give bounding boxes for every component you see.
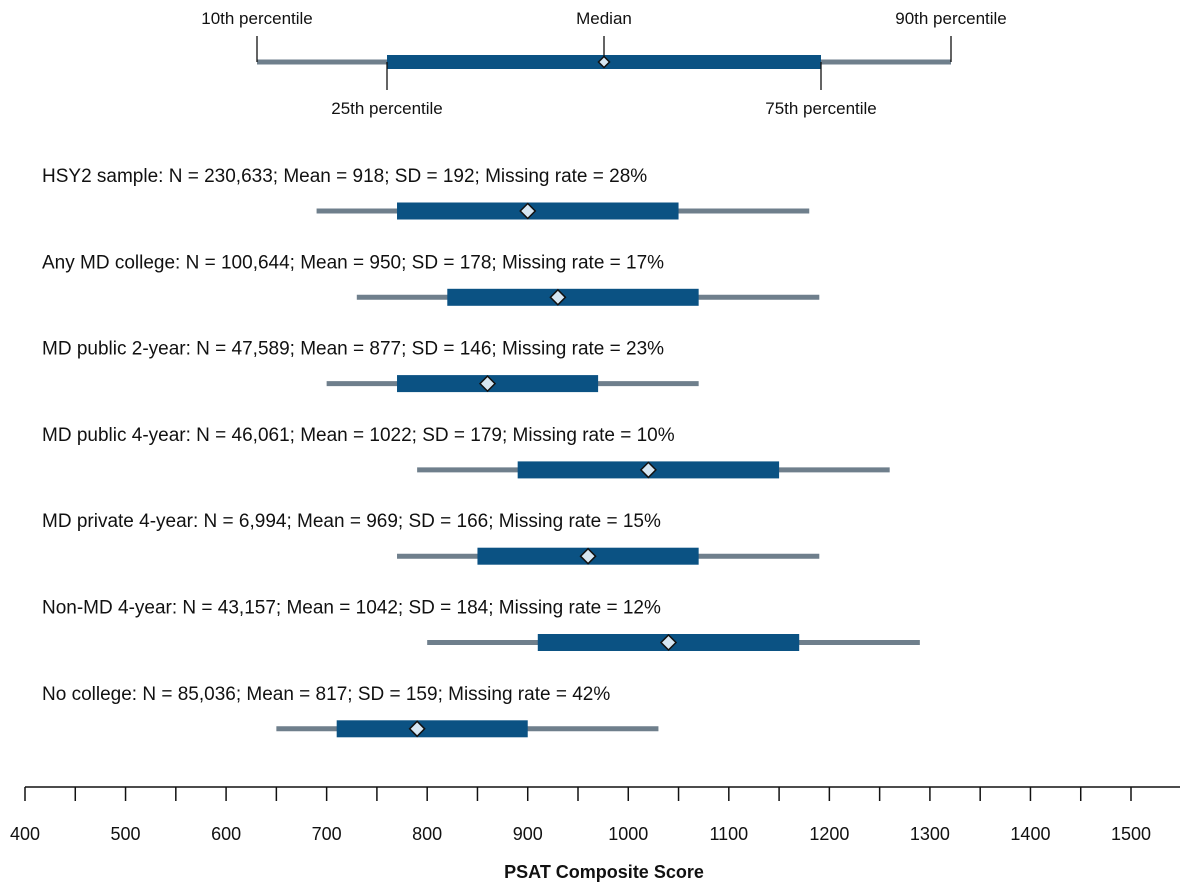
legend-p75-label: 75th percentile [765,99,877,118]
percentile-legend: 10th percentile Median 90th percentile 2… [201,9,1007,118]
tick-label: 1500 [1111,824,1151,844]
series-row: MD private 4-year: N = 6,994; Mean = 969… [42,511,820,565]
tick-label: 600 [211,824,241,844]
tick-label: 1300 [910,824,950,844]
legend-median-label: Median [576,9,632,28]
series-row: MD public 4-year: N = 46,061; Mean = 102… [42,425,890,479]
series-label: MD public 2-year: N = 47,589; Mean = 877… [42,339,664,360]
legend-median-marker [597,55,611,69]
median-marker [549,288,567,306]
iqr-box [397,202,679,220]
series-label: Non-MD 4-year: N = 43,157; Mean = 1042; … [42,598,661,619]
tick-label: 1000 [608,824,648,844]
iqr-box [447,288,699,306]
series-row: No college: N = 85,036; Mean = 817; SD =… [42,684,659,738]
series-row: MD public 2-year: N = 47,589; Mean = 877… [42,339,699,393]
median-marker [639,461,657,479]
series-group: HSY2 sample: N = 230,633; Mean = 918; SD… [42,166,920,738]
tick-label: 900 [513,824,543,844]
tick-label: 400 [10,824,40,844]
x-axis: 400 500 600 700 800 900 1000 1100 1200 1300 1400 15… [10,786,1180,844]
series-label: HSY2 sample: N = 230,633; Mean = 918; SD… [42,166,647,187]
tick-label: 1400 [1010,824,1050,844]
tick-label: 500 [111,824,141,844]
legend-p10-label: 10th percentile [201,9,313,28]
tick-label: 800 [412,824,442,844]
series-label: No college: N = 85,036; Mean = 817; SD =… [42,684,610,705]
median-marker [519,202,537,220]
tick-label: 700 [312,824,342,844]
median-marker [579,547,597,565]
x-axis-title: PSAT Composite Score [504,862,704,882]
series-row: Any MD college: N = 100,644; Mean = 950;… [42,252,820,306]
iqr-box [336,720,528,738]
legend-p25-label: 25th percentile [331,99,443,118]
median-marker [478,375,497,393]
series-row: Non-MD 4-year: N = 43,157; Mean = 1042; … [42,598,920,652]
series-label: MD public 4-year: N = 46,061; Mean = 102… [42,425,675,446]
series-row: HSY2 sample: N = 230,633; Mean = 918; SD… [42,166,810,220]
tick-label: 1200 [809,824,849,844]
iqr-box [397,375,599,393]
tick-label: 1100 [709,824,748,844]
series-label: Any MD college: N = 100,644; Mean = 950;… [42,252,664,273]
legend-p90-label: 90th percentile [895,9,1007,28]
series-label: MD private 4-year: N = 6,994; Mean = 969… [42,511,661,532]
median-marker [659,633,678,652]
median-marker [408,720,426,738]
